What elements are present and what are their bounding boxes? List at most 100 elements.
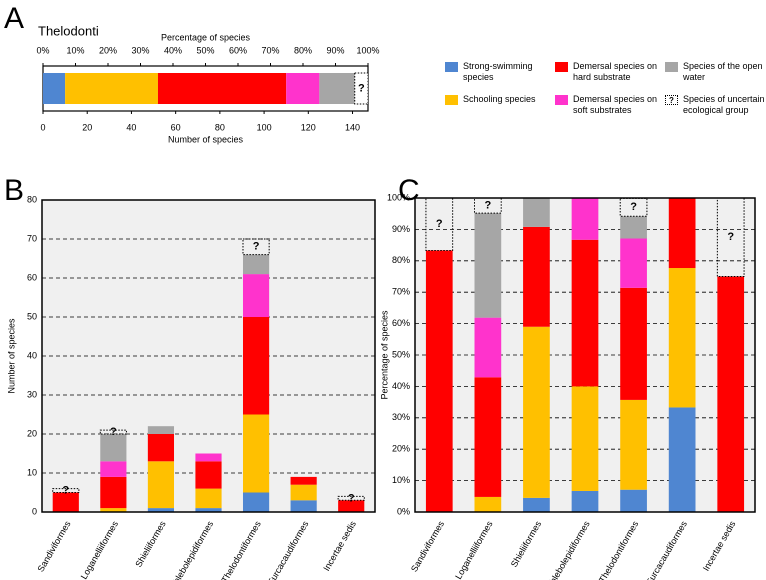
legend-swatch [665,62,678,72]
bar-segment [100,476,127,509]
x2-tick-label: 40% [164,45,182,55]
uncertain-mark: ? [630,201,637,213]
bar-segment [474,213,502,318]
bar-segment [354,72,369,105]
plot-frame [41,199,376,513]
bar-segment [242,274,270,317]
legend-swatch: ? [665,95,678,105]
y-tick-label: 100% [387,192,410,202]
bar-segment [474,317,502,378]
y-tick-label: 0% [397,506,410,516]
y-tick-label: 80% [392,255,410,265]
bar-segment [147,426,175,434]
uncertain-mark: ? [436,218,443,230]
x-tick-label: 0 [40,122,45,132]
bar-segment [147,508,175,512]
y-tick-label: 20 [27,428,37,438]
x-tick-label: 140 [345,122,360,132]
x2-tick-label: 0% [36,45,49,55]
legend-label: Schooling species [463,94,536,104]
legend-swatch [445,95,458,105]
y-tick-label: 20% [392,444,410,454]
bar-segment [147,434,175,462]
y-tick-label: 40 [27,350,37,360]
x2-tick-label: 100% [356,45,379,55]
y-tick-label: 60% [392,318,410,328]
bar-segment [290,500,317,512]
bar-segment [242,317,270,415]
legend-swatch [445,62,458,72]
uncertain-mark: ? [253,241,260,253]
x-tick-label: 40 [126,122,136,132]
bar-segment [620,287,647,400]
y-tick-label: 10% [392,475,410,485]
y-axis-label: Percentage of species [379,310,389,400]
bar-segment [100,434,127,462]
bar-segment [290,476,317,485]
x2-tick-label: 80% [294,45,312,55]
y-tick-label: 30 [27,389,37,399]
bar-segment [523,198,550,227]
bar-segment [668,407,696,512]
bar-segment [571,490,599,512]
x-tick-label: 80 [215,122,225,132]
uncertain-mark: ? [484,199,491,211]
y-tick-label: 90% [392,224,410,234]
uncertain-mark: ? [110,426,117,438]
bar-segment [52,488,80,494]
uncertain-mark: ? [727,231,734,243]
bar-segment [523,226,550,327]
x2-tick-label: 60% [229,45,247,55]
bar-segment [717,276,745,512]
panel-label: B [4,174,24,207]
bar-segment [474,496,502,512]
x-tick-label: 20 [82,122,92,132]
bar-segment [620,399,647,490]
y-tick-label: 10 [27,467,37,477]
x-tick-label: 100 [257,122,272,132]
legend-swatch [555,62,568,72]
y-tick-label: 50% [392,349,410,359]
x2-tick-label: 50% [196,45,214,55]
y-tick-label: 70% [392,287,410,297]
bar-segment [290,484,317,501]
bar-segment [620,238,647,288]
x-tick-label: Incertae sedis [701,519,738,573]
uncertain-mark: ? [62,484,69,496]
legend-label: Demersal species on hard substrate [573,61,658,82]
x-tick-label: Incertae sedis [321,519,358,573]
bar-segment [99,429,127,435]
bar-segment [242,254,270,275]
legend-label: Species of the open water [683,61,763,82]
bar-segment [286,73,320,104]
x2-tick-label: 70% [261,45,279,55]
bar-segment [52,492,79,512]
legend-label: Species of uncertain ecological group [683,94,765,115]
x2-axis-label: Percentage of species [161,32,251,42]
bar-segment [474,377,502,497]
x-tick-label: Loganelliiformes [453,519,495,580]
y-tick-label: 0 [32,506,37,516]
y-tick-label: 30% [392,412,410,422]
x2-tick-label: 10% [66,45,84,55]
bar-segment [100,508,127,512]
bar-segment [319,73,355,104]
x-tick-label: 120 [301,122,316,132]
bar-segment [43,73,66,104]
bar-segment [425,250,453,513]
uncertain-mark: ? [348,492,355,504]
bar-segment [195,461,222,489]
x-tick-label: 60 [171,122,181,132]
bar-segment [195,488,222,509]
x2-tick-label: 90% [326,45,344,55]
bar-segment [242,492,270,512]
bar-segment [147,461,175,509]
bar-segment [100,461,127,477]
x2-tick-label: 20% [99,45,117,55]
bar-segment [668,198,696,269]
bar-segment [157,73,287,104]
x-tick-label: Sandiviformes [409,519,446,574]
x2-tick-label: 30% [131,45,149,55]
